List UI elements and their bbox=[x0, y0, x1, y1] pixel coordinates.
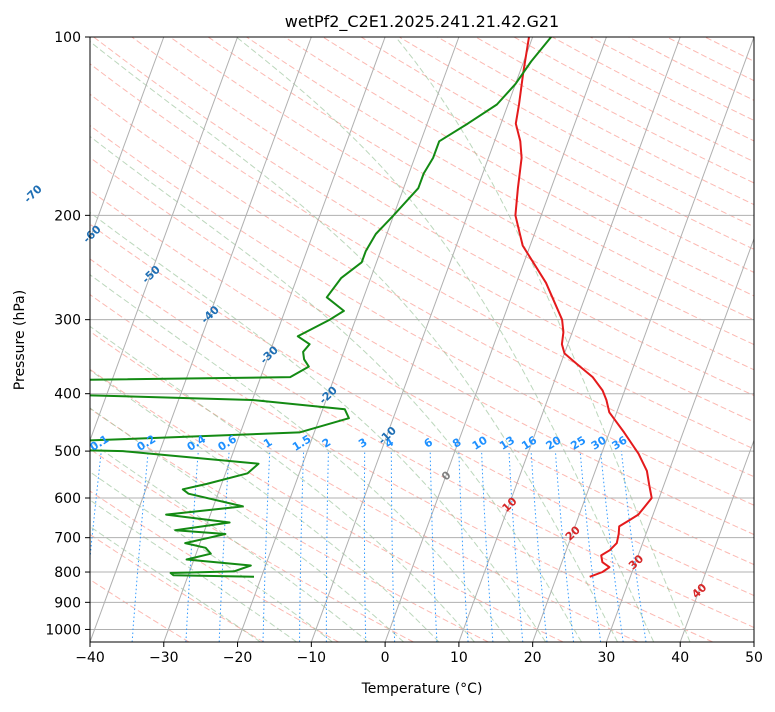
x-tick-label: 40 bbox=[671, 650, 689, 666]
chart-title: wetPf2_C2E1.2025.241.21.42.G21 bbox=[285, 12, 559, 32]
y-tick-label: 300 bbox=[54, 313, 81, 329]
dry-adiabat-line bbox=[0, 37, 563, 642]
temperature-profile-line bbox=[515, 37, 651, 577]
isotherm-line bbox=[606, 37, 775, 642]
moist-adiabat-line bbox=[236, 37, 653, 642]
mixing-ratio-label: 25 bbox=[568, 434, 588, 453]
mixing-ratio-label: 6 bbox=[422, 435, 436, 450]
dry-adiabat-line bbox=[514, 37, 775, 642]
moist-adiabat-line bbox=[396, 37, 690, 642]
mixing-ratio-line bbox=[364, 451, 365, 642]
moist-adiabat-line bbox=[84, 37, 617, 642]
y-tick-label: 600 bbox=[54, 491, 81, 507]
isotherm-line bbox=[90, 37, 311, 642]
y-tick-label: 400 bbox=[54, 387, 81, 403]
x-tick-label: 10 bbox=[450, 650, 468, 666]
moist-adiabat-line bbox=[0, 37, 368, 642]
y-tick-label: 800 bbox=[54, 565, 81, 581]
isotherm-label: -30 bbox=[258, 343, 282, 366]
x-tick-label: −10 bbox=[297, 650, 327, 666]
mixing-ratio-line bbox=[531, 451, 547, 642]
mixing-ratio-line bbox=[391, 451, 394, 642]
dry-adiabat-line bbox=[0, 37, 339, 642]
dry-adiabat-line bbox=[0, 37, 264, 642]
profile-lines bbox=[13, 37, 652, 577]
y-tick-label: 500 bbox=[54, 444, 81, 460]
isotherm-label: 40 bbox=[689, 581, 709, 601]
isotherm-line bbox=[754, 37, 775, 642]
mixing-ratio-label: 16 bbox=[519, 433, 539, 452]
y-tick-label: 1000 bbox=[45, 622, 81, 638]
isotherm-line bbox=[238, 37, 459, 642]
dry-adiabat-line bbox=[323, 37, 775, 642]
x-tick-label: −20 bbox=[223, 650, 253, 666]
x-tick-label: 0 bbox=[381, 650, 390, 666]
isotherm-label: -10 bbox=[376, 424, 400, 447]
axes: −40 −30 −20 −10 0 10 20 30 40 50 100 200 300 400 500 60… bbox=[45, 30, 763, 666]
mixing-ratio-line bbox=[459, 451, 468, 642]
x-tick-label: 30 bbox=[598, 650, 616, 666]
x-tick-label: −40 bbox=[75, 650, 105, 666]
moist-adiabat-line bbox=[0, 37, 510, 642]
moist-adiabat-line bbox=[0, 37, 582, 642]
dry-adiabat-line bbox=[0, 37, 189, 642]
isotherm-line bbox=[311, 37, 532, 642]
mixing-ratio-label: 10 bbox=[470, 433, 490, 452]
dry-adiabat-line bbox=[399, 37, 775, 642]
isotherm-label: -20 bbox=[317, 383, 341, 406]
mixing-ratio-line bbox=[621, 451, 646, 642]
mixing-ratio-line bbox=[430, 451, 437, 642]
y-axis-label: Pressure (hPa) bbox=[12, 290, 28, 390]
dry-adiabat-line bbox=[705, 37, 775, 642]
mixing-ratio-line bbox=[555, 451, 573, 642]
x-axis-label: Temperature (°C) bbox=[361, 681, 483, 697]
background-lines bbox=[0, 37, 775, 642]
isotherm-line bbox=[16, 37, 237, 642]
y-tick-label: 700 bbox=[54, 531, 81, 547]
dry-adiabat-line bbox=[629, 37, 775, 642]
isotherm-label: -60 bbox=[80, 222, 104, 245]
isotherm-label: -70 bbox=[21, 182, 45, 205]
y-tick-label: 100 bbox=[54, 30, 81, 46]
x-tick-label: 20 bbox=[524, 650, 542, 666]
isotherm-line bbox=[385, 37, 606, 642]
dry-adiabat-line bbox=[55, 37, 775, 642]
dry-adiabat-line bbox=[0, 37, 488, 642]
mixing-ratio-label: 3 bbox=[356, 436, 369, 451]
isotherm-label: 30 bbox=[626, 552, 646, 572]
mixing-ratio-line bbox=[580, 451, 601, 642]
mixing-ratio-line bbox=[263, 451, 270, 642]
dry-adiabat-line bbox=[552, 37, 775, 642]
x-tick-label: 50 bbox=[745, 650, 763, 666]
mixing-ratio-label: 30 bbox=[589, 433, 609, 452]
inline-labels: 0.10.20.40.611.52346810131620253036-100-… bbox=[0, 59, 710, 601]
mixing-ratio-line bbox=[326, 451, 328, 642]
dry-adiabat-line bbox=[0, 37, 713, 642]
dry-adiabat-line bbox=[132, 37, 775, 642]
moist-adiabat-line bbox=[0, 37, 475, 642]
moist-adiabat-line bbox=[0, 37, 333, 642]
mixing-ratio-line bbox=[132, 451, 148, 642]
mixing-ratio-line bbox=[82, 451, 102, 642]
mixing-ratio-label: 1 bbox=[261, 436, 274, 451]
dry-adiabat-line bbox=[247, 37, 775, 642]
x-tick-label: −30 bbox=[149, 650, 179, 666]
y-tick-label: 900 bbox=[54, 595, 81, 611]
dry-adiabat-line bbox=[590, 37, 775, 642]
mixing-ratio-line bbox=[601, 451, 624, 642]
isotherm-label: -50 bbox=[139, 263, 163, 286]
y-tick-label: 200 bbox=[54, 208, 81, 224]
moist-adiabat-line bbox=[0, 37, 297, 642]
mixing-ratio-label: 8 bbox=[450, 436, 463, 451]
moist-adiabat-line bbox=[0, 37, 546, 642]
